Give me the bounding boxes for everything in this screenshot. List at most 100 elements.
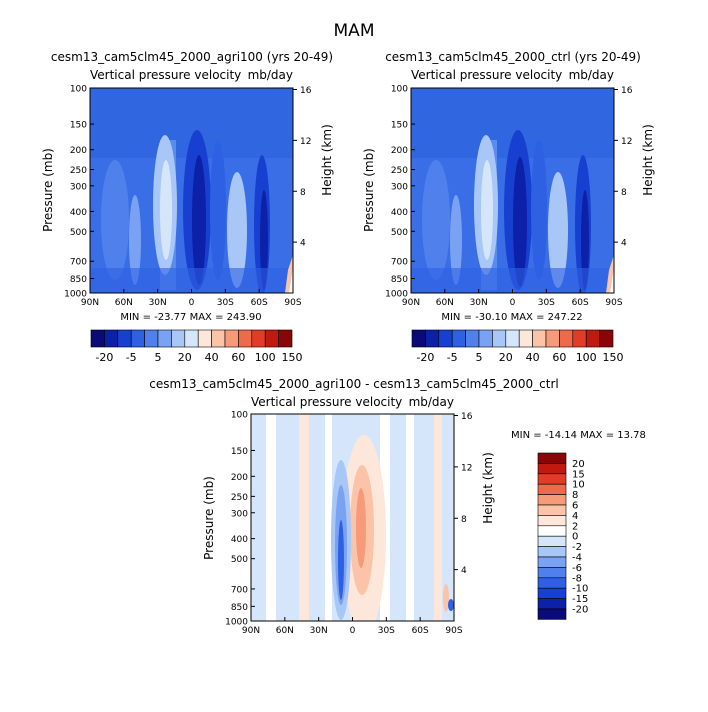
colorbar-swatch — [117, 329, 132, 348]
y-tick-label: 400 — [391, 208, 408, 218]
y-ticks: 100 150 200 250 300 400 500 700 850 1000 — [225, 411, 255, 628]
colorbar-swatch — [425, 329, 440, 348]
colorbar-label: -4 — [572, 553, 582, 564]
panel-title: cesm13_cam5clm45_2000_agri100 (yrs 20-49… — [51, 50, 333, 64]
colorbar-swatch — [537, 463, 567, 475]
x-tick-label: 60S — [412, 626, 429, 636]
colorbar-swatch — [478, 329, 493, 348]
colorbar-swatch — [144, 329, 159, 348]
x-tick-label: 30S — [378, 626, 395, 636]
y2-tick-label: 16 — [461, 412, 473, 422]
stats-label: MIN = -14.14 MAX = 13.78 — [511, 430, 646, 441]
panel-ctrl: cesm13_cam5clm45_2000_ctrl (yrs 20-49) V… — [362, 50, 655, 323]
y-tick-label: 200 — [391, 146, 408, 156]
y-tick-label: 200 — [70, 146, 87, 156]
colorbar-swatch — [518, 329, 533, 348]
y-tick-label: 100 — [391, 85, 408, 95]
colorbar-label: 100 — [576, 351, 597, 364]
panel-subtitle-left: Vertical pressure velocity — [90, 68, 241, 82]
y-tick-label: 150 — [391, 121, 408, 131]
colorbar-label: 2 — [572, 521, 578, 532]
y2-tick-label: 8 — [461, 515, 467, 525]
panel-difference: cesm13_cam5clm45_2000_agri100 - cesm13_c… — [149, 377, 646, 636]
colorbar-swatch — [545, 329, 560, 348]
colorbar-swatch — [537, 577, 567, 589]
colorbar-label: -10 — [572, 584, 588, 595]
y-tick-label: 850 — [70, 275, 87, 285]
colorbar-swatch — [130, 329, 145, 348]
y-tick-label: 400 — [70, 208, 87, 218]
axis-ylabel: Pressure (mb) — [41, 148, 55, 232]
colorbar-label: -5 — [126, 351, 137, 364]
stats-label: MIN = -30.10 MAX = 247.22 — [441, 312, 582, 323]
y-tick-label: 150 — [231, 447, 248, 457]
axis-y2label: Height (km) — [320, 124, 334, 195]
x-tick-label: 30S — [538, 298, 555, 308]
y2-tick-label: 12 — [300, 137, 311, 147]
y-tick-label: 400 — [231, 535, 248, 545]
colorbar-swatch — [184, 329, 199, 348]
y-tick-label: 300 — [231, 509, 248, 519]
y-tick-label: 200 — [231, 473, 248, 483]
x-tick-label: 30N — [470, 298, 488, 308]
colorbar-label: 20 — [499, 351, 513, 364]
y-tick-label: 100 — [70, 85, 87, 95]
x-ticks: 90N 60N 30N 0 30S 60S 90S — [81, 289, 302, 308]
y-ticks: 100 150 200 250 300 400 500 700 850 1000 — [385, 85, 415, 300]
colorbar-swatch — [238, 329, 253, 348]
colorbar-swatch — [537, 473, 567, 485]
colorbar-label: 100 — [255, 351, 276, 364]
y-tick-label: 300 — [391, 182, 408, 192]
x-ticks: 90N 60N 30N 0 30S 60S 90S — [402, 289, 623, 308]
field-contours — [90, 88, 293, 293]
panel-subtitle-left: Vertical pressure velocity — [251, 395, 402, 409]
x-tick-label: 30N — [149, 298, 167, 308]
y-tick-label: 250 — [70, 166, 87, 176]
colorbar-label: 8 — [572, 490, 578, 501]
colorbar-swatch — [537, 483, 567, 495]
y-tick-label: 250 — [231, 493, 248, 503]
field-contours — [411, 88, 614, 293]
colorbar-swatch — [224, 329, 239, 348]
colorbar-swatch — [537, 587, 567, 599]
colorbar-label: 5 — [476, 351, 483, 364]
x-tick-label: 30N — [310, 626, 328, 636]
y2-tick-label: 4 — [461, 566, 467, 576]
colorbar-ctrl: -20 -5 5 20 40 60 100 150 — [411, 329, 624, 364]
colorbar-swatch — [537, 515, 567, 527]
y-ticks: 100 150 200 250 300 400 500 700 850 1000 — [64, 85, 94, 300]
y2-ticks: 16 12 8 4 — [614, 86, 633, 249]
colorbar-label: 6 — [572, 501, 578, 512]
colorbar-swatch — [171, 329, 186, 348]
y-tick-label: 500 — [231, 555, 248, 565]
panel-agri100: cesm13_cam5clm45_2000_agri100 (yrs 20-49… — [41, 50, 334, 323]
y-tick-label: 250 — [391, 166, 408, 176]
y-tick-label: 100 — [231, 411, 248, 421]
y-tick-label: 300 — [70, 182, 87, 192]
colorbar-swatch — [251, 329, 266, 348]
colorbar-swatch — [537, 556, 567, 568]
x-tick-label: 90S — [445, 626, 462, 636]
colorbar-swatch — [90, 329, 105, 348]
y2-tick-label: 4 — [300, 239, 306, 249]
colorbar-swatch — [537, 504, 567, 516]
y-tick-label: 850 — [391, 275, 408, 285]
x-ticks: 90N 60N 30N 0 30S 60S 90S — [242, 617, 463, 636]
colorbar-label: -6 — [572, 563, 582, 574]
colorbar-label: -2 — [572, 542, 582, 553]
x-tick-label: 30S — [217, 298, 234, 308]
colorbar-label: 60 — [231, 351, 245, 364]
colorbar-swatch — [537, 598, 567, 610]
y2-tick-label: 16 — [300, 86, 312, 96]
colorbar-swatch — [572, 329, 587, 348]
x-tick-label: 0 — [350, 626, 356, 636]
y-tick-label: 500 — [70, 228, 87, 238]
y-tick-label: 700 — [70, 258, 87, 268]
y-tick-label: 1000 — [64, 290, 87, 300]
y2-tick-label: 4 — [621, 239, 627, 249]
y2-tick-label: 12 — [461, 463, 472, 473]
y2-tick-label: 16 — [621, 86, 633, 96]
colorbar-label: -20 — [95, 351, 113, 364]
colorbar-swatch — [492, 329, 507, 348]
